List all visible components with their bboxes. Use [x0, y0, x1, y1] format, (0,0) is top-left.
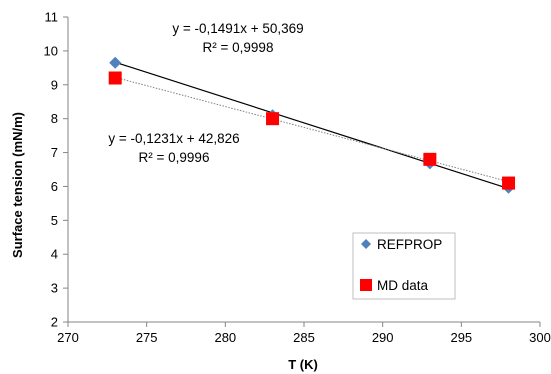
y-axis-title: Surface tension (mN/m) — [10, 112, 25, 258]
r2-md: R² = 0,9996 — [139, 150, 210, 165]
equation-refprop: y = -0,1491x + 50,369 — [172, 21, 303, 36]
x-tick-label: 275 — [136, 330, 158, 345]
y-tick-label: 11 — [45, 10, 59, 25]
md-data-point — [423, 152, 437, 166]
md-data-point — [266, 112, 280, 126]
y-tick-label: 8 — [51, 111, 58, 126]
data-points — [108, 56, 516, 194]
trendline-refprop — [115, 61, 509, 190]
x-tick-label: 295 — [450, 330, 472, 345]
y-tick-label: 7 — [51, 145, 58, 160]
equation-md: y = -0,1231x + 42,826 — [108, 131, 239, 146]
trendline-md — [115, 76, 509, 183]
annotation-md: y = -0,1231x + 42,826 R² = 0,9996 — [108, 131, 239, 165]
x-tick-label: 290 — [372, 330, 394, 345]
legend-label-refprop: REFPROP — [377, 237, 442, 252]
y-tick-label: 3 — [51, 281, 58, 296]
y-tick-label: 5 — [51, 213, 58, 228]
axes: 2 3 4 5 6 7 8 9 10 11 270 275 280 285 290 295 300 — [44, 10, 551, 346]
x-tick-label: 280 — [214, 330, 236, 345]
x-axis-title: T (K) — [288, 357, 318, 372]
y-tick-label: 4 — [51, 247, 58, 262]
legend-marker-md — [360, 279, 372, 291]
legend: REFPROP MD data — [352, 232, 456, 300]
x-tick-label: 300 — [529, 330, 551, 345]
legend-label-md: MD data — [377, 278, 429, 293]
y-tick-label: 9 — [51, 77, 58, 92]
md-data-point — [108, 71, 122, 85]
y-tick-label: 2 — [51, 315, 58, 330]
md-data-point — [502, 176, 516, 190]
y-tick-label: 6 — [51, 179, 58, 194]
legend-marker-refprop — [361, 239, 371, 249]
annotation-refprop: y = -0,1491x + 50,369 R² = 0,9998 — [172, 21, 303, 55]
x-tick-label: 285 — [293, 330, 315, 345]
y-axis-title-group: Surface tension (mN/m) — [10, 112, 25, 258]
refprop-point — [109, 56, 122, 69]
r2-refprop: R² = 0,9998 — [203, 40, 274, 55]
x-tick-label: 270 — [57, 330, 79, 345]
y-tick-label: 10 — [44, 43, 58, 58]
trendlines — [115, 61, 509, 190]
